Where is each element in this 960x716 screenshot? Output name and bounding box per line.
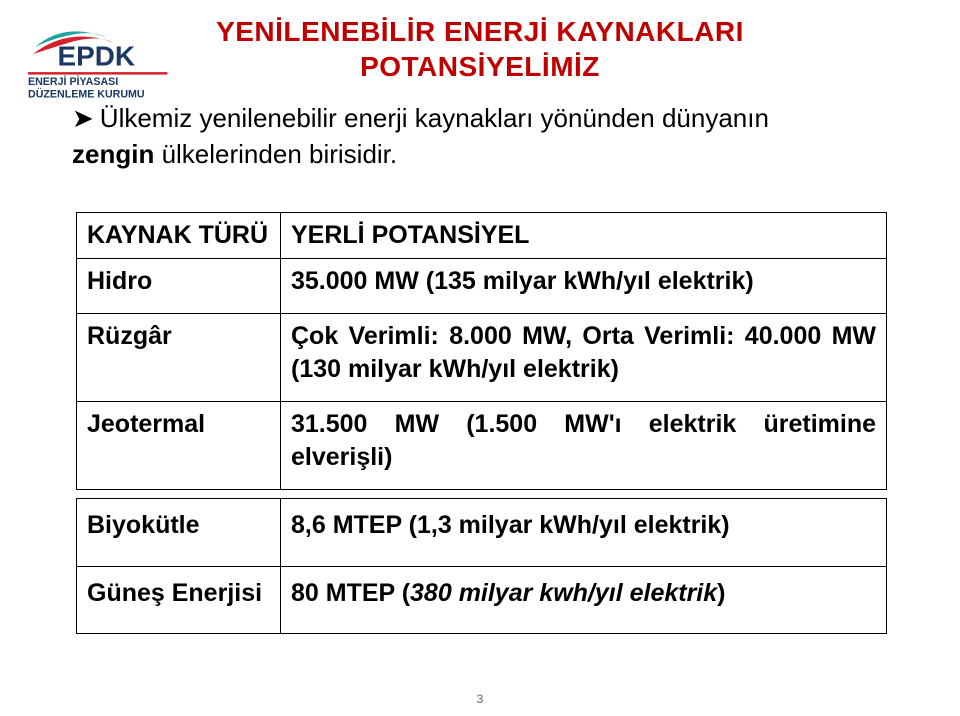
table-row: Biyokütle 8,6 MTEP (1,3 milyar kWh/yıl e… — [77, 499, 887, 567]
cell-jeotermal-value: 31.500 MW (1.500 MW'ı elektrik üretimine… — [281, 402, 887, 490]
intro-text-2: ülkelerinden birisidir. — [154, 139, 397, 169]
cell-jeotermal-line1: 31.500 MW (1.500 MW'ı elektrik üretimine — [291, 408, 876, 441]
slide-title: YENİLENEBİLİR ENERJİ KAYNAKLARI POTANSİY… — [0, 14, 960, 84]
cell-potential-header: YERLİ POTANSİYEL — [281, 213, 887, 259]
gunes-prefix: 80 MTEP ( — [291, 579, 410, 607]
table-row: Rüzgâr Çok Verimli: 8.000 MW, Orta Verim… — [77, 314, 887, 402]
intro-text-1: Ülkemiz yenilenebilir enerji kaynakları … — [100, 103, 769, 133]
cell-jeotermal-line2: elverişli) — [291, 441, 876, 474]
cell-ruzgar-label: Rüzgâr — [77, 314, 281, 402]
table-row: Jeotermal 31.500 MW (1.500 MW'ı elektrik… — [77, 402, 887, 490]
page-number: 3 — [0, 692, 960, 706]
title-line-1: YENİLENEBİLİR ENERJİ KAYNAKLARI — [0, 14, 960, 49]
title-line-2: POTANSİYELİMİZ — [0, 49, 960, 84]
slide-page: EPDK ENERJİ PİYASASI DÜZENLEME KURUMU YE… — [0, 0, 960, 716]
intro-paragraph: ➤Ülkemiz yenilenebilir enerji kaynakları… — [72, 100, 916, 173]
cell-gunes-value: 80 MTEP (380 milyar kwh/yıl elektrik) — [281, 566, 887, 634]
table-row: KAYNAK TÜRÜ YERLİ POTANSİYEL — [77, 213, 887, 259]
table-row: Güneş Enerjisi 80 MTEP (380 milyar kwh/y… — [77, 566, 887, 634]
potential-table-2: Biyokütle 8,6 MTEP (1,3 milyar kWh/yıl e… — [76, 498, 887, 634]
intro-bold: zengin — [72, 139, 154, 169]
cell-biyokutle-label: Biyokütle — [77, 499, 281, 567]
gunes-italic: 380 milyar kwh/yıl elektrik — [410, 579, 717, 607]
potential-table-1: KAYNAK TÜRÜ YERLİ POTANSİYEL Hidro 35.00… — [76, 212, 887, 490]
cell-biyokutle-value: 8,6 MTEP (1,3 milyar kWh/yıl elektrik) — [281, 499, 887, 567]
cell-gunes-label: Güneş Enerjisi — [77, 566, 281, 634]
cell-ruzgar-value: Çok Verimli: 8.000 MW, Orta Verimli: 40.… — [281, 314, 887, 402]
logo-line2: DÜZENLEME KURUMU — [28, 88, 145, 100]
bullet-arrow-icon: ➤ — [72, 100, 94, 136]
table-row: Hidro 35.000 MW (135 milyar kWh/yıl elek… — [77, 258, 887, 314]
cell-hidro-label: Hidro — [77, 258, 281, 314]
cell-source-type-header: KAYNAK TÜRÜ — [77, 213, 281, 259]
cell-hidro-value: 35.000 MW (135 milyar kWh/yıl elektrik) — [281, 258, 887, 314]
cell-jeotermal-label: Jeotermal — [77, 402, 281, 490]
gunes-suffix: ) — [717, 579, 725, 607]
